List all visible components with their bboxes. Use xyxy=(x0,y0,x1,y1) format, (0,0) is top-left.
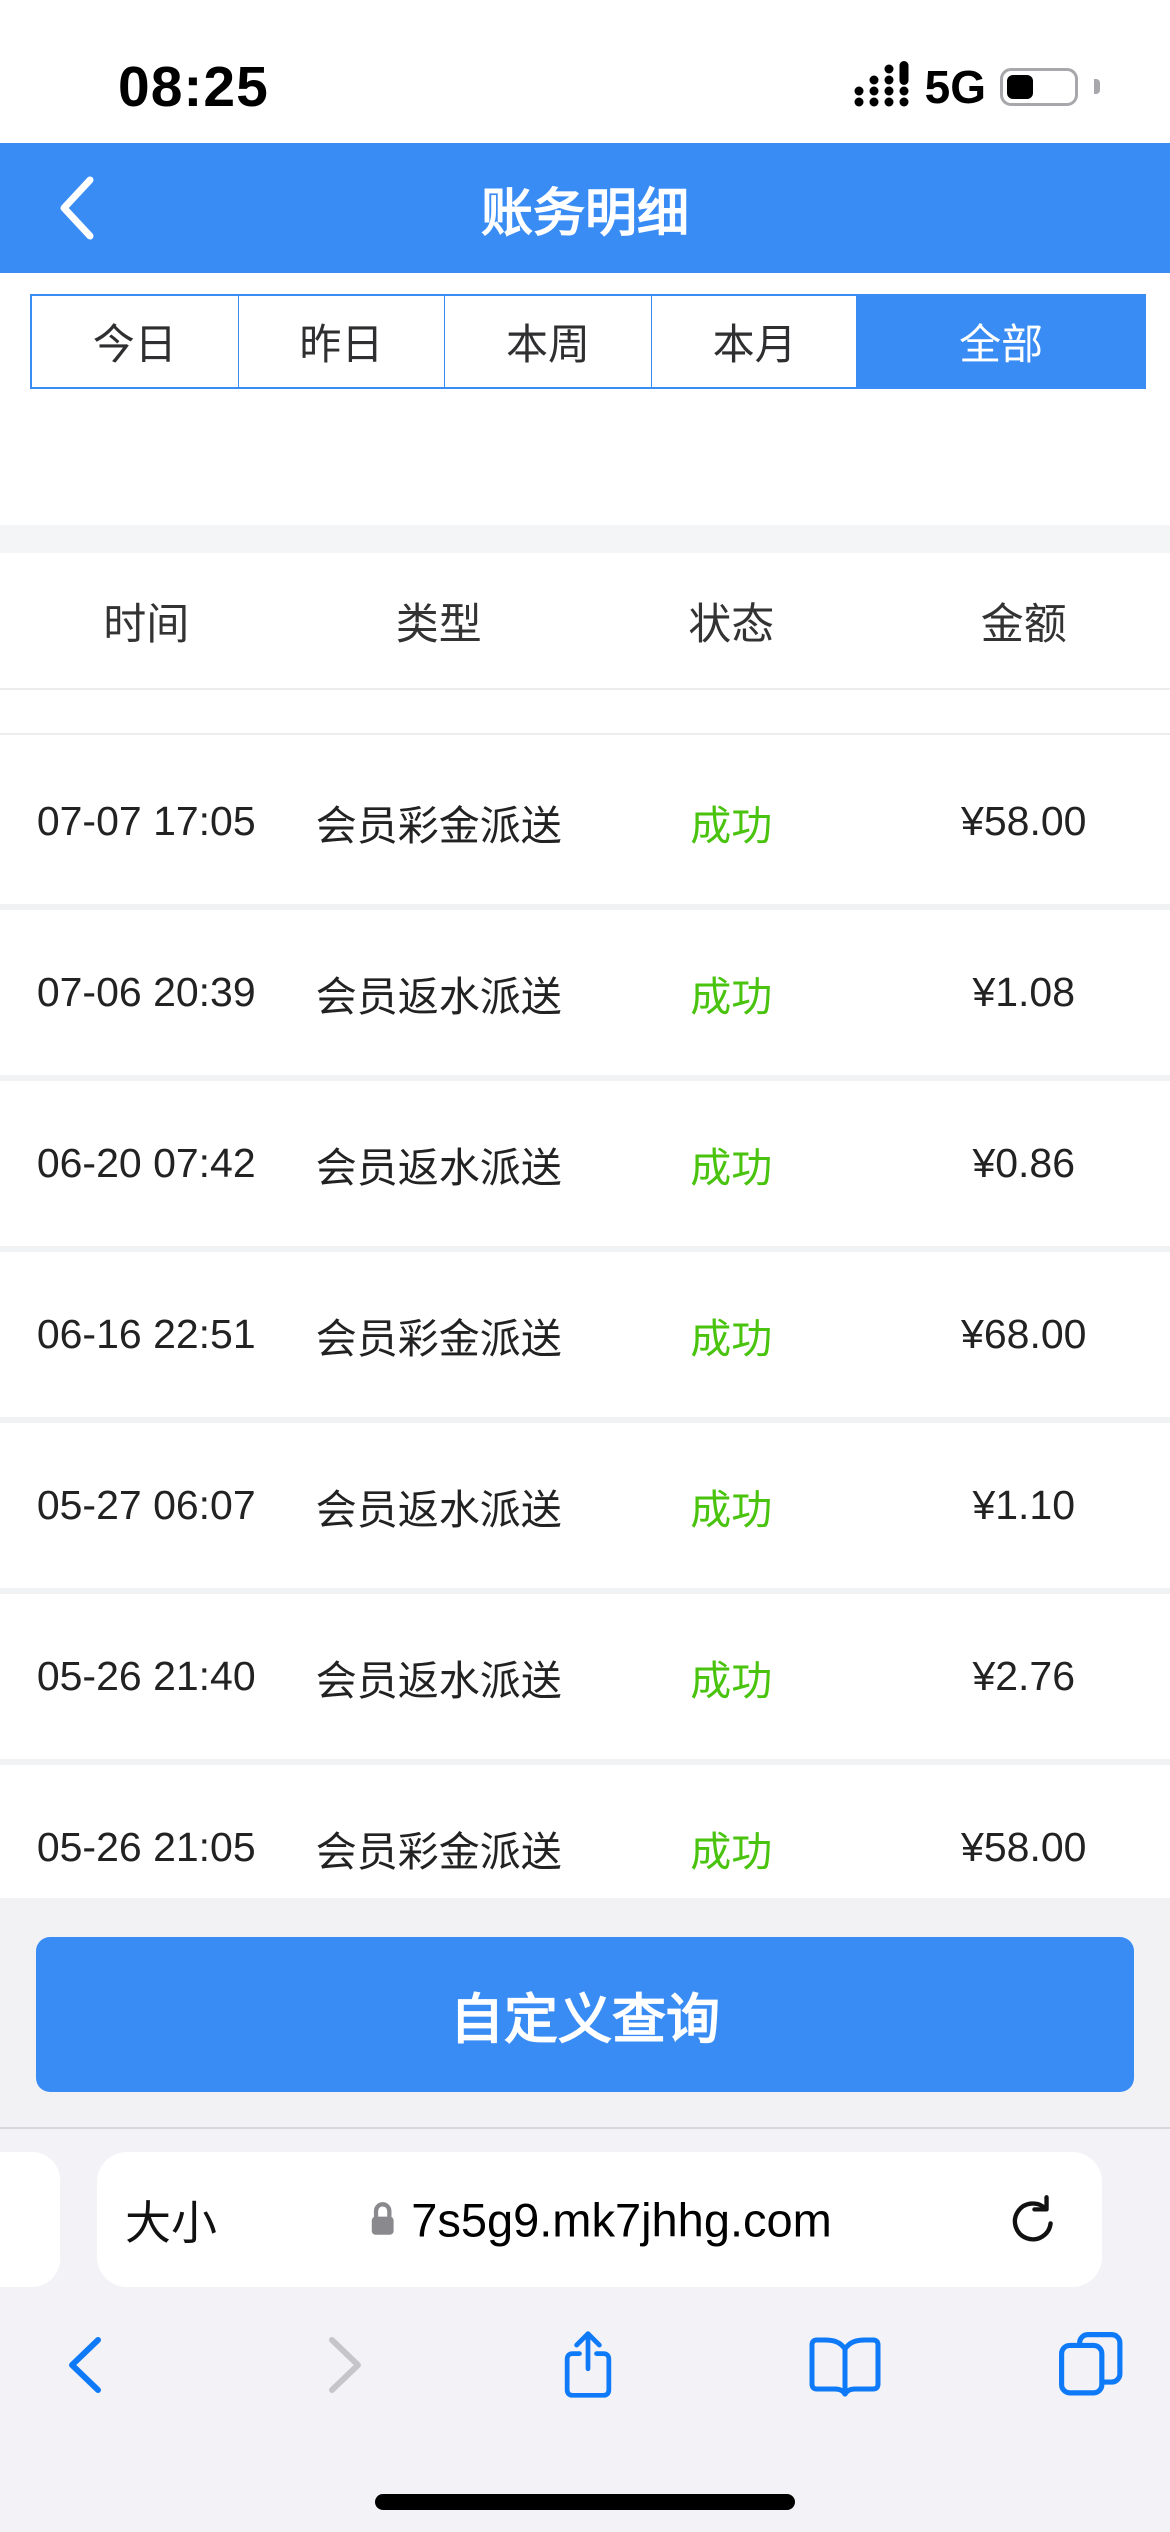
cellular-signal-icon xyxy=(853,61,911,112)
table-header-cell: 状态 xyxy=(688,600,775,649)
transaction-row[interactable]: 06-20 07:42 会员返水派送 成功 ¥0.86 xyxy=(0,1081,1170,1246)
transaction-list: 07-07 17:05 会员彩金派送 成功 ¥58.00 07-06 20:39… xyxy=(0,739,1170,1898)
battery-icon xyxy=(1000,67,1078,106)
cell-amount: ¥2.76 xyxy=(972,1653,1076,1699)
transaction-row[interactable]: 05-26 21:05 会员彩金派送 成功 ¥58.00 xyxy=(0,1765,1170,1898)
date-filter-label: 今日 xyxy=(92,321,177,368)
date-filter-tab[interactable]: 全部 xyxy=(856,294,1146,389)
home-indicator[interactable] xyxy=(375,2494,795,2510)
date-filter-tab[interactable]: 昨日 xyxy=(239,296,446,387)
previous-tab-peek[interactable] xyxy=(0,2152,60,2287)
cell-type: 会员返水派送 xyxy=(315,1486,562,1533)
cell-time: 07-06 20:39 xyxy=(36,969,256,1015)
cell-status: 成功 xyxy=(690,973,773,1020)
cell-status: 成功 xyxy=(690,802,773,849)
battery-nub xyxy=(1094,79,1100,94)
bookmarks-icon[interactable] xyxy=(807,2337,883,2397)
transaction-row[interactable]: 07-07 17:05 会员彩金派送 成功 ¥58.00 xyxy=(0,739,1170,904)
transaction-row[interactable]: 06-16 22:51 会员彩金派送 成功 ¥68.00 xyxy=(0,1252,1170,1417)
cell-status: 成功 xyxy=(690,1828,773,1875)
share-icon[interactable] xyxy=(560,2329,616,2401)
cell-type: 会员返水派送 xyxy=(315,973,562,1020)
address-bar[interactable]: 大小 7s5g9.mk7jhhg.com xyxy=(97,2152,1102,2287)
cell-status: 成功 xyxy=(690,1657,773,1704)
date-filter-tab[interactable]: 本周 xyxy=(445,296,652,387)
cell-amount: ¥1.10 xyxy=(972,1482,1076,1528)
url-group: 7s5g9.mk7jhhg.com xyxy=(367,2192,832,2247)
cell-status: 成功 xyxy=(690,1315,773,1362)
network-type-label: 5G xyxy=(924,60,986,113)
transaction-row[interactable]: 05-27 06:07 会员返水派送 成功 ¥1.10 xyxy=(0,1423,1170,1588)
section-divider xyxy=(0,525,1170,553)
status-time: 08:25 xyxy=(118,54,269,119)
status-indicators: 5G xyxy=(853,60,1100,114)
url-text: 7s5g9.mk7jhhg.com xyxy=(411,2193,832,2246)
date-filter-tab[interactable]: 本月 xyxy=(652,296,859,387)
date-filter-label: 全部 xyxy=(959,321,1044,368)
cell-type: 会员返水派送 xyxy=(315,1144,562,1191)
back-icon[interactable] xyxy=(56,175,100,241)
page-header: 账务明细 xyxy=(0,143,1170,273)
table-header: 时间 类型 状态 金额 xyxy=(0,553,1170,690)
date-filter-label: 本周 xyxy=(505,321,590,368)
cell-time: 05-26 21:05 xyxy=(36,1824,256,1870)
table-header-cell: 时间 xyxy=(103,600,190,649)
lock-icon xyxy=(371,2202,394,2235)
cell-amount: ¥1.08 xyxy=(972,969,1076,1015)
table-header-cell: 金额 xyxy=(980,600,1067,649)
footer: 自定义查询 xyxy=(0,1898,1170,2127)
transaction-row[interactable]: 05-26 21:40 会员返水派送 成功 ¥2.76 xyxy=(0,1594,1170,1759)
table-header-spacer xyxy=(0,692,1170,735)
cell-status: 成功 xyxy=(690,1144,773,1191)
transaction-row[interactable]: 07-06 20:39 会员返水派送 成功 ¥1.08 xyxy=(0,910,1170,1075)
category-tabs xyxy=(23,452,1170,508)
table-header-cell: 类型 xyxy=(395,600,482,649)
page-title: 账务明细 xyxy=(480,184,689,243)
cell-amount: ¥0.86 xyxy=(972,1140,1076,1186)
cell-amount: ¥58.00 xyxy=(961,798,1087,844)
cell-status: 成功 xyxy=(690,1486,773,1533)
date-filter-tabs: 今日 昨日 本周 本月 全部 xyxy=(30,294,1146,389)
cell-time: 06-16 22:51 xyxy=(36,1311,256,1357)
text-size-button[interactable]: 大小 xyxy=(125,2196,217,2249)
cell-amount: ¥58.00 xyxy=(961,1824,1087,1870)
cell-type: 会员彩金派送 xyxy=(315,802,562,849)
date-filter-label: 本月 xyxy=(712,321,797,368)
cell-time: 06-20 07:42 xyxy=(36,1140,256,1186)
cell-time: 05-27 06:07 xyxy=(36,1482,256,1528)
date-filter-label: 昨日 xyxy=(299,321,384,368)
status-bar: 08:25 5G xyxy=(0,0,1170,143)
date-filter-tab[interactable]: 今日 xyxy=(32,296,239,387)
cell-type: 会员彩金派送 xyxy=(315,1828,562,1875)
safari-bottom-bar: 大小 7s5g9.mk7jhhg.com xyxy=(0,2127,1170,2532)
cell-time: 05-26 21:40 xyxy=(36,1653,256,1699)
cell-type: 会员彩金派送 xyxy=(315,1315,562,1362)
cell-time: 07-07 17:05 xyxy=(36,798,256,844)
cell-amount: ¥68.00 xyxy=(961,1311,1087,1357)
browser-forward-icon[interactable] xyxy=(318,2336,368,2394)
custom-query-button[interactable]: 自定义查询 xyxy=(36,1937,1134,2092)
tabs-icon[interactable] xyxy=(1058,2331,1124,2397)
reload-button[interactable] xyxy=(1004,2191,1062,2249)
cell-type: 会员返水派送 xyxy=(315,1657,562,1704)
browser-back-icon[interactable] xyxy=(62,2336,112,2394)
